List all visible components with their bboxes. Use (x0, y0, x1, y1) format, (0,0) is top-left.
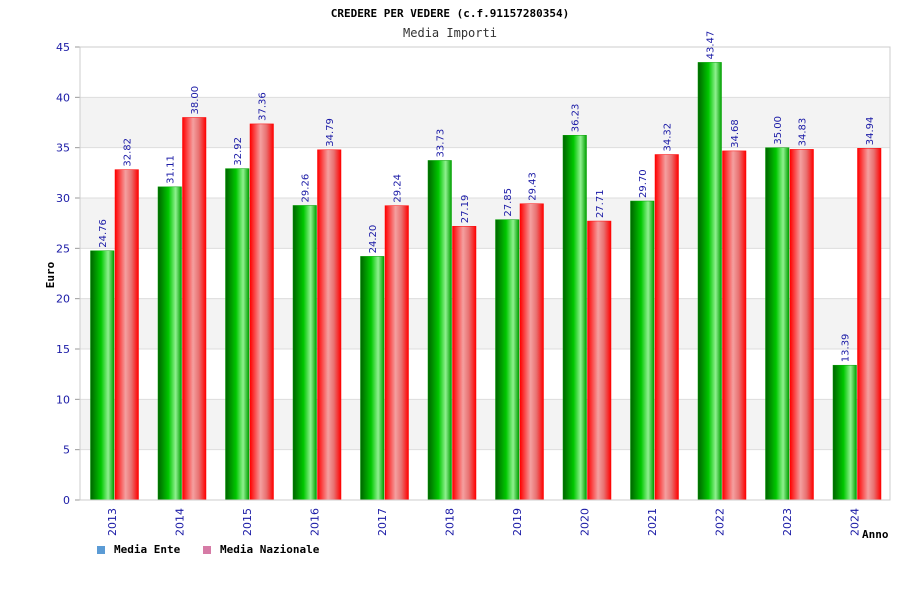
legend-swatch-media-ente (97, 546, 105, 554)
bar (519, 203, 544, 501)
chart-subtitle: Media Importi (403, 26, 497, 40)
legend-label-media-nazionale: Media Nazionale (220, 543, 320, 556)
value-label: 36.23 (571, 104, 582, 133)
y-tick-label: 5 (63, 444, 70, 457)
bar (360, 256, 385, 501)
bar (182, 117, 207, 501)
x-axis-ticks: 2013 2014 2015 2016 2017 2018 2019 2020 2021 2022… (106, 508, 862, 536)
value-label: 34.32 (663, 123, 674, 152)
value-label: 29.43 (528, 172, 539, 201)
value-label: 13.39 (841, 334, 852, 363)
value-labels: 24.76 32.82 31.11 38.00 32.92 37.36 29.26 34.79… (98, 31, 876, 362)
bars (90, 62, 882, 501)
legend-label-media-ente: Media Ente (114, 543, 181, 556)
y-tick-label: 0 (63, 494, 70, 507)
plot-band (80, 449, 890, 500)
value-label: 29.70 (638, 169, 649, 198)
plot-band (80, 298, 890, 349)
value-label: 34.68 (730, 119, 741, 148)
bar (832, 364, 857, 501)
value-label: 35.00 (773, 116, 784, 145)
y-tick-label: 20 (56, 293, 70, 306)
value-label: 27.71 (595, 189, 606, 218)
x-tick-label: 2020 (578, 508, 591, 536)
x-tick-label: 2023 (781, 508, 794, 536)
plot-band (80, 248, 890, 299)
plot-band (80, 97, 890, 148)
plot-band (80, 349, 890, 400)
x-tick-label: 2017 (376, 508, 389, 536)
bar (630, 200, 655, 501)
value-label: 24.20 (368, 225, 379, 254)
value-label: 32.92 (233, 137, 244, 166)
bar (249, 123, 274, 501)
bar (225, 168, 250, 501)
bar (495, 219, 520, 501)
value-label: 43.47 (706, 31, 717, 60)
plot-band (80, 399, 890, 450)
y-tick-label: 10 (56, 393, 70, 406)
x-tick-label: 2024 (848, 508, 861, 536)
bar (452, 226, 477, 501)
x-tick-label: 2015 (241, 508, 254, 536)
bar (697, 62, 722, 501)
plot-band (80, 147, 890, 198)
bar (292, 205, 317, 501)
y-axis-label: Euro (44, 261, 57, 288)
value-label: 34.79 (325, 118, 336, 147)
legend-swatch-media-nazionale (203, 546, 211, 554)
bar (157, 186, 182, 501)
value-label: 34.94 (865, 117, 876, 146)
x-tick-label: 2022 (713, 508, 726, 536)
chart-title: CREDERE PER VEDERE (c.f.91157280354) (331, 7, 569, 20)
x-tick-label: 2014 (173, 508, 186, 536)
plot-frame (79, 46, 891, 501)
bar (722, 150, 747, 501)
value-label: 33.73 (436, 129, 447, 158)
x-tick-label: 2016 (308, 508, 321, 536)
legend: Media Ente Media Nazionale (97, 543, 320, 556)
bar (654, 154, 679, 501)
value-label: 24.76 (98, 219, 109, 248)
value-label: 29.26 (301, 174, 312, 203)
y-tick-label: 40 (56, 91, 70, 104)
bar (587, 220, 612, 501)
plot-background (80, 47, 890, 500)
x-tick-label: 2013 (106, 508, 119, 536)
bar (90, 250, 115, 501)
value-label: 27.85 (503, 188, 514, 217)
y-tick-label: 25 (56, 242, 70, 255)
bar (317, 149, 342, 501)
plot-band (80, 47, 890, 98)
value-label: 32.82 (123, 138, 134, 167)
bar (765, 147, 790, 501)
value-label: 38.00 (190, 86, 201, 115)
y-axis-ticks: 0 5 10 15 20 25 30 35 40 45 (56, 41, 80, 507)
plot-band (80, 198, 890, 249)
x-axis-label: Anno (862, 528, 889, 541)
y-tick-label: 45 (56, 41, 70, 54)
value-label: 34.83 (798, 118, 809, 147)
bar (562, 135, 587, 501)
x-tick-label: 2021 (646, 508, 659, 536)
value-label: 29.24 (393, 174, 404, 203)
value-label: 31.11 (166, 155, 177, 184)
bar (384, 205, 409, 501)
value-label: 37.36 (258, 92, 269, 121)
x-tick-label: 2019 (511, 508, 524, 536)
bar (857, 148, 882, 501)
value-label: 27.19 (460, 195, 471, 224)
bar (789, 149, 814, 501)
bar (114, 169, 139, 501)
bar (427, 160, 452, 501)
x-tick-label: 2018 (443, 508, 456, 536)
y-tick-label: 15 (56, 343, 70, 356)
y-tick-label: 35 (56, 142, 70, 155)
y-tick-label: 30 (56, 192, 70, 205)
